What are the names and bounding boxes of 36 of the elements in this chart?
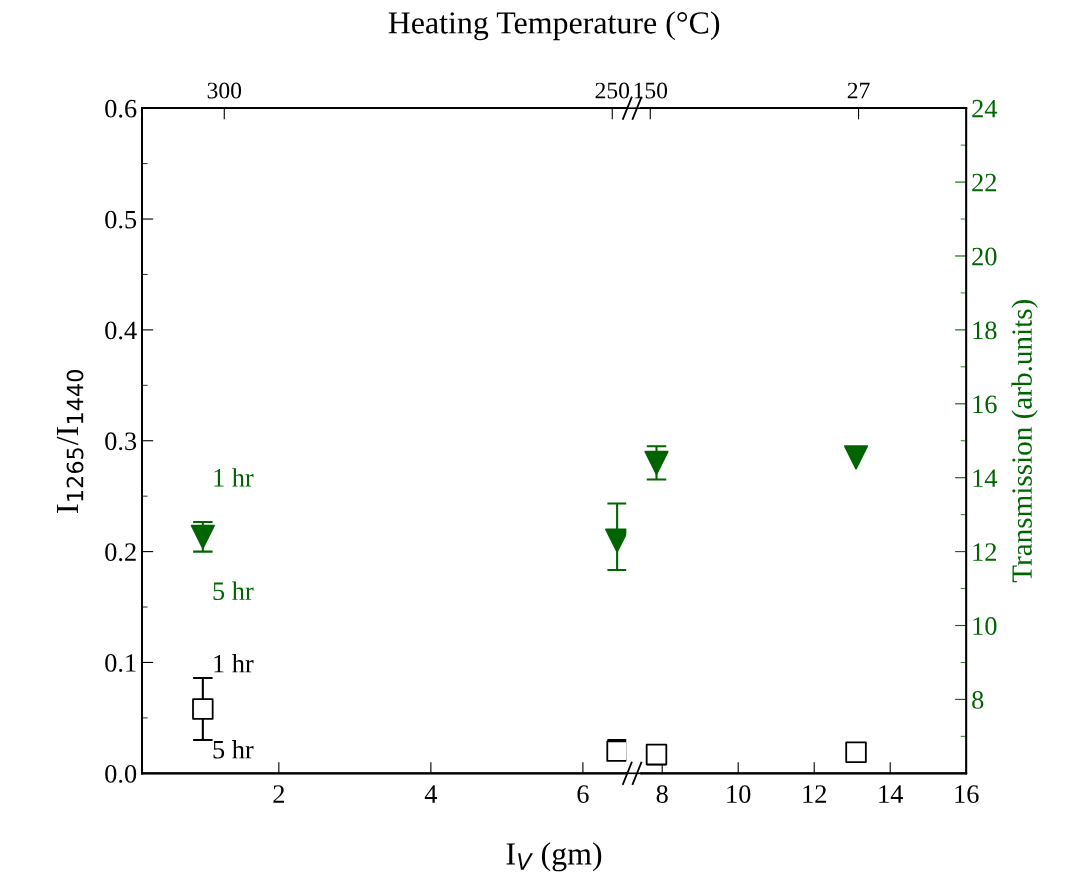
annotation: 5 hr: [213, 581, 254, 601]
x2-tick-label: 250: [595, 82, 630, 99]
y2-tick-label: 12: [973, 543, 997, 561]
y-tick-label: 0.3: [105, 432, 137, 451]
y2-tick-label: 20: [972, 247, 997, 266]
y2-tick-label: 14: [973, 469, 998, 487]
annotation: 1 hr: [214, 654, 254, 673]
annotation: 1 hr: [214, 468, 254, 487]
x-axis-title: I$_{V}$ (gm): [506, 842, 602, 872]
x-tick-label: 2: [273, 785, 284, 803]
y-axis-title: I$_{1265}$/I$_{1440}$: [56, 370, 84, 513]
x-tick-label: 6: [577, 785, 589, 803]
x2-axis-title: Heating Temperature (°C): [388, 11, 720, 41]
annotation: 5 hr: [213, 740, 254, 759]
x-tick-label: 12: [803, 785, 826, 803]
x2-tick-label: 300: [207, 82, 242, 99]
x2-tick-label: 27: [847, 82, 870, 99]
y2-axis-title: Transmission (arb.units): [1011, 299, 1038, 583]
x2-tick-label: 150: [634, 82, 668, 99]
y2-tick-label: 24: [972, 99, 998, 118]
y-tick-label: 0.0: [105, 764, 137, 783]
y2-tick-label: 18: [973, 321, 997, 340]
y2-tick-label: 22: [972, 173, 997, 192]
y-tick-label: 0.4: [105, 321, 137, 340]
x-tick-label: 8: [656, 785, 668, 803]
y2-tick-label: 16: [973, 395, 997, 414]
x-tick-label: 14: [879, 785, 904, 803]
x-tick-label: 10: [727, 785, 751, 803]
x-tick-label: 16: [955, 785, 979, 803]
y-tick-label: 0.1: [105, 654, 136, 672]
y-tick-label: 0.5: [105, 210, 137, 229]
y-tick-label: 0.6: [105, 99, 137, 118]
y2-tick-label: 8: [972, 691, 984, 709]
y2-tick-label: 10: [973, 617, 997, 635]
y-tick-label: 0.2: [105, 543, 136, 562]
x-tick-label: 4: [424, 785, 438, 803]
